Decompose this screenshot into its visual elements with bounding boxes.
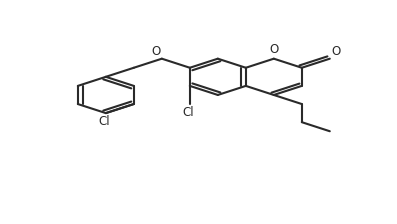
Text: O: O <box>269 43 278 56</box>
Text: O: O <box>151 45 161 58</box>
Text: O: O <box>332 45 341 58</box>
Text: Cl: Cl <box>98 115 110 128</box>
Text: Cl: Cl <box>182 106 194 119</box>
